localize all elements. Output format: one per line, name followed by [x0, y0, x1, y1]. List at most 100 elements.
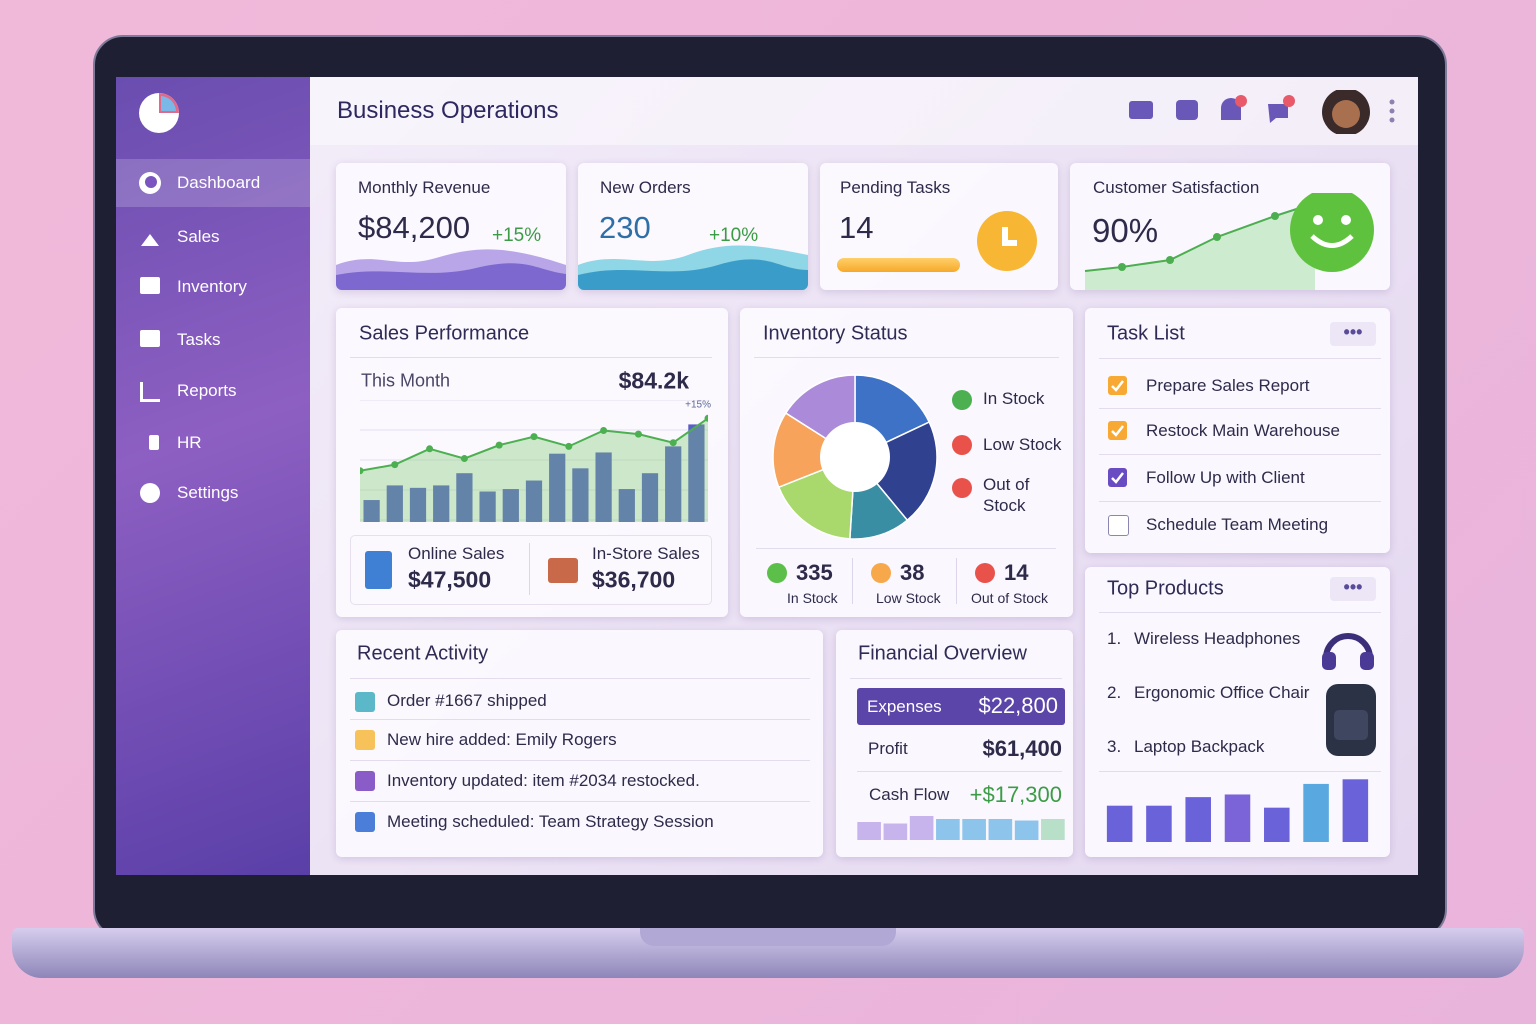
menu-item[interactable]: Sales: [177, 227, 220, 246]
sales-total: $84.2k: [618, 367, 689, 394]
stat-value: 335: [796, 560, 833, 585]
menu-item[interactable]: HR: [177, 433, 202, 452]
line-point: [360, 467, 364, 475]
fin-label: Expenses: [867, 697, 942, 716]
menu-item[interactable]: Settings: [177, 483, 239, 502]
bar: [525, 480, 543, 522]
divider: [756, 548, 1056, 549]
product-rank: 2.: [1107, 683, 1122, 702]
bar: [386, 485, 403, 522]
header-icons[interactable]: [1125, 90, 1415, 134]
more-button[interactable]: •••: [1330, 322, 1376, 346]
laptop-notch: [640, 928, 896, 946]
line-area: [360, 418, 708, 522]
sales-value: $47,500: [408, 566, 492, 593]
bar: [572, 468, 589, 522]
check-mark: [1111, 472, 1124, 484]
bar: [1014, 820, 1039, 840]
divider: [850, 678, 1062, 679]
divider: [350, 678, 810, 679]
bar: [433, 485, 450, 522]
bar: [1041, 819, 1065, 840]
bar: [409, 487, 427, 522]
task-text: Follow Up with Client: [1146, 468, 1305, 487]
kpi-wave: [578, 245, 808, 290]
menu-item[interactable]: Tasks: [177, 330, 221, 349]
task-checkbox[interactable]: [1108, 421, 1127, 440]
menu-item[interactable]: Dashboard: [177, 173, 261, 192]
product-name: Ergonomic Office Chair: [1134, 683, 1310, 702]
inventory-pie: [772, 374, 938, 540]
kpi-value: 230: [599, 210, 651, 245]
product-images: [1322, 633, 1376, 756]
bar: [665, 446, 682, 522]
page-title: Business Operations: [337, 97, 559, 124]
task-checkbox[interactable]: [1108, 468, 1127, 487]
divider: [1099, 408, 1381, 409]
more-button[interactable]: •••: [1330, 577, 1376, 601]
divider: [529, 543, 530, 595]
bar: [1303, 783, 1329, 842]
stat-label: Out of Stock: [971, 590, 1049, 606]
divider: [350, 357, 712, 358]
bar: [1146, 805, 1172, 842]
pie-slice: [853, 421, 938, 522]
activity-card: [336, 630, 823, 857]
kpi-label: Customer Satisfaction: [1093, 178, 1260, 197]
line-point: [565, 442, 573, 450]
bar: [363, 500, 380, 522]
check-mark: [1111, 425, 1124, 437]
kpi-value: 14: [839, 210, 874, 245]
fin-value: +$17,300: [969, 782, 1062, 807]
line-point: [391, 461, 399, 469]
card-title: Inventory Status: [763, 322, 908, 345]
task-card: [1085, 308, 1390, 553]
line-point: [460, 455, 468, 463]
menu-icons: [139, 172, 161, 503]
bar: [1185, 797, 1211, 842]
clock-icon: [977, 211, 1037, 271]
bar: [1224, 794, 1251, 842]
bar: [595, 452, 612, 522]
kpi-change: +15%: [492, 225, 542, 246]
stat-value: 14: [1004, 560, 1029, 585]
bar: [502, 489, 519, 522]
legend-item: Out of Stock: [983, 475, 1030, 515]
line-point: [426, 445, 434, 453]
divider: [350, 801, 810, 802]
bar: [909, 816, 934, 840]
kpi-label: New Orders: [600, 178, 691, 197]
task-checkbox[interactable]: [1108, 376, 1127, 395]
sales-change: +15%: [685, 399, 711, 411]
legend-item: In Stock: [983, 389, 1045, 408]
divider: [1099, 771, 1381, 772]
divider: [350, 760, 810, 761]
task-text: Prepare Sales Report: [1146, 376, 1310, 395]
bar: [456, 473, 473, 522]
kpi-label: Monthly Revenue: [358, 178, 491, 197]
line-point: [600, 427, 608, 434]
bar: [688, 424, 705, 522]
legend-item: Low Stock: [983, 435, 1062, 454]
kpi-value: $84,200: [358, 210, 471, 245]
kpi-wave: [336, 249, 566, 290]
bar: [1264, 807, 1290, 842]
task-checkbox[interactable]: [1108, 515, 1129, 536]
divider: [1099, 612, 1381, 613]
logo: [139, 93, 179, 133]
activity-item: Inventory updated: item #2034 restocked.: [387, 771, 700, 790]
sales-label: In-Store Sales: [592, 544, 700, 563]
menu-item[interactable]: Inventory: [177, 277, 247, 296]
menu-item[interactable]: Reports: [177, 381, 237, 400]
bar: [1342, 779, 1369, 842]
line-point: [495, 441, 503, 449]
fin-label: Profit: [868, 739, 908, 758]
line-point: [704, 414, 708, 422]
product-name: Laptop Backpack: [1134, 737, 1265, 756]
sales-split: [350, 535, 712, 605]
fin-value: $61,400: [982, 736, 1062, 761]
sales-label: Online Sales: [408, 544, 505, 563]
card-title: Top Products: [1107, 577, 1224, 600]
divider: [956, 558, 957, 604]
product-rank: 3.: [1107, 737, 1122, 756]
